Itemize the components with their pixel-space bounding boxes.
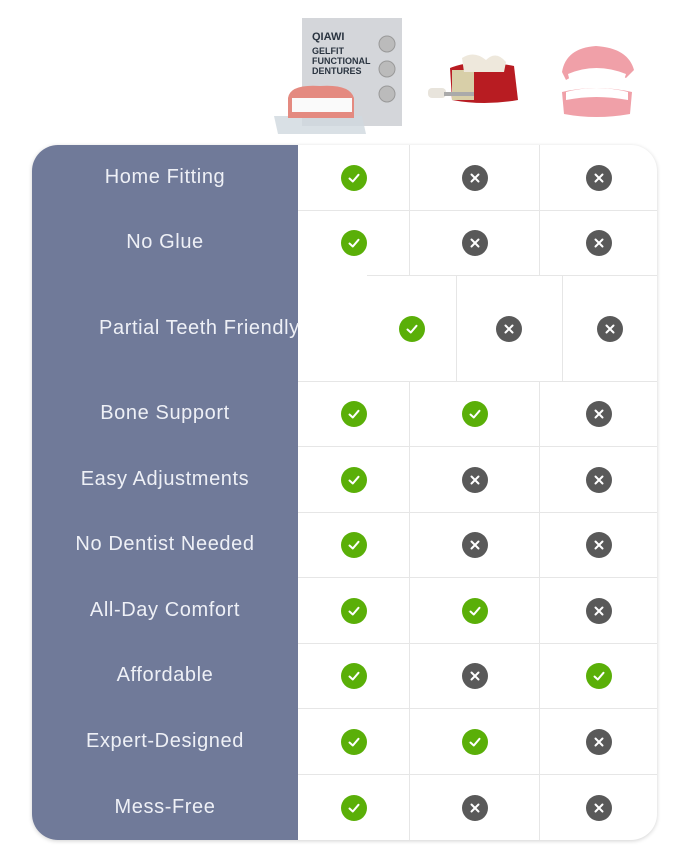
table-cell: [298, 774, 409, 840]
table-cell: [298, 446, 409, 512]
check-icon: [340, 466, 367, 493]
table-cell: [539, 446, 657, 512]
feature-label: Bone Support: [100, 402, 230, 424]
svg-text:FUNCTIONAL: FUNCTIONAL: [312, 56, 371, 66]
check-icon: [340, 164, 367, 191]
cross-icon: [585, 401, 612, 427]
feature-label: All-Day Comfort: [89, 598, 241, 621]
table-cell: [409, 210, 539, 275]
table-row: No Dentist Needed: [32, 512, 657, 577]
cross-icon: [461, 794, 488, 821]
table-cell: [409, 643, 539, 708]
table-row: Mess-Free: [32, 774, 657, 840]
svg-text:DENTURES: DENTURES: [312, 66, 362, 76]
feature-label: Affordable: [116, 664, 214, 686]
feature-label: Expert-Designed: [86, 729, 244, 752]
feature-label: Easy Adjustments: [80, 467, 250, 490]
table-cell: [539, 512, 657, 577]
table-row: Bone Support: [32, 381, 657, 446]
cross-icon: [585, 794, 612, 821]
cross-icon: [461, 663, 488, 689]
cross-icon: [585, 466, 612, 493]
check-icon: [461, 597, 488, 624]
table-cell: [561, 275, 657, 381]
table-cell: [366, 275, 457, 381]
feature-label: Partial Teeth Friendly: [99, 316, 300, 339]
qiawi-product-image: QIAWI GELFIT FUNCTIONAL DENTURES: [274, 18, 402, 134]
traditional-dentures-image: [562, 46, 634, 117]
cross-icon: [585, 532, 612, 558]
table-cell: [409, 145, 539, 210]
table-row: Easy Adjustments: [32, 446, 657, 512]
table-cell: [539, 145, 657, 210]
table-cell: [409, 512, 539, 577]
feature-label: Mess-Free: [114, 795, 216, 818]
check-icon: [340, 230, 367, 256]
table-row: No Glue: [32, 210, 657, 275]
cross-icon: [461, 164, 488, 191]
check-icon: [340, 794, 367, 821]
table-cell: [409, 381, 539, 446]
check-icon: [340, 597, 367, 624]
check-icon: [398, 315, 425, 342]
table-cell: [298, 381, 409, 446]
table-row: Expert-Designed: [32, 708, 657, 774]
table-row: All-Day Comfort: [32, 577, 657, 643]
table-row: Home Fitting: [32, 145, 657, 210]
cross-icon: [461, 532, 488, 558]
table-cell: [409, 577, 539, 643]
check-icon: [585, 663, 612, 689]
table-cell: [409, 708, 539, 774]
table-cell: [456, 275, 562, 381]
svg-text:GELFIT: GELFIT: [312, 46, 344, 56]
table-cell: [298, 210, 409, 275]
cross-icon: [585, 597, 612, 624]
table-cell: [539, 577, 657, 643]
table-row: Partial Teeth Friendly: [32, 275, 657, 381]
check-icon: [340, 728, 367, 755]
check-icon: [340, 401, 367, 427]
feature-label: Home Fitting: [104, 166, 226, 188]
table-row: Affordable: [32, 643, 657, 708]
cross-icon: [596, 315, 623, 342]
label-column: [32, 145, 298, 840]
check-icon: [461, 728, 488, 755]
table-cell: [409, 446, 539, 512]
cross-icon: [585, 230, 612, 256]
cross-icon: [585, 164, 612, 191]
feature-label: No Dentist Needed: [75, 533, 255, 555]
cross-icon: [461, 466, 488, 493]
check-icon: [340, 663, 367, 689]
table-cell: [409, 774, 539, 840]
table-cell: [298, 512, 409, 577]
table-cell: [539, 381, 657, 446]
table-cell: [298, 708, 409, 774]
cross-icon: [461, 230, 488, 256]
brand-text: QIAWI: [312, 31, 344, 43]
comparison-table: Home Fitting No Glue Partial Teeth Friendl…: [32, 145, 657, 840]
table-cell: [298, 145, 409, 210]
table-cell: [298, 577, 409, 643]
check-icon: [340, 532, 367, 558]
table-cell: [298, 643, 409, 708]
table-cell: [539, 708, 657, 774]
cross-icon: [585, 728, 612, 755]
cross-icon: [496, 315, 523, 342]
table-cell: [539, 643, 657, 708]
dental-implant-image: [428, 54, 518, 103]
table-cell: [539, 210, 657, 275]
check-icon: [461, 401, 488, 427]
feature-label: No Glue: [126, 231, 204, 253]
table-cell: [539, 774, 657, 840]
